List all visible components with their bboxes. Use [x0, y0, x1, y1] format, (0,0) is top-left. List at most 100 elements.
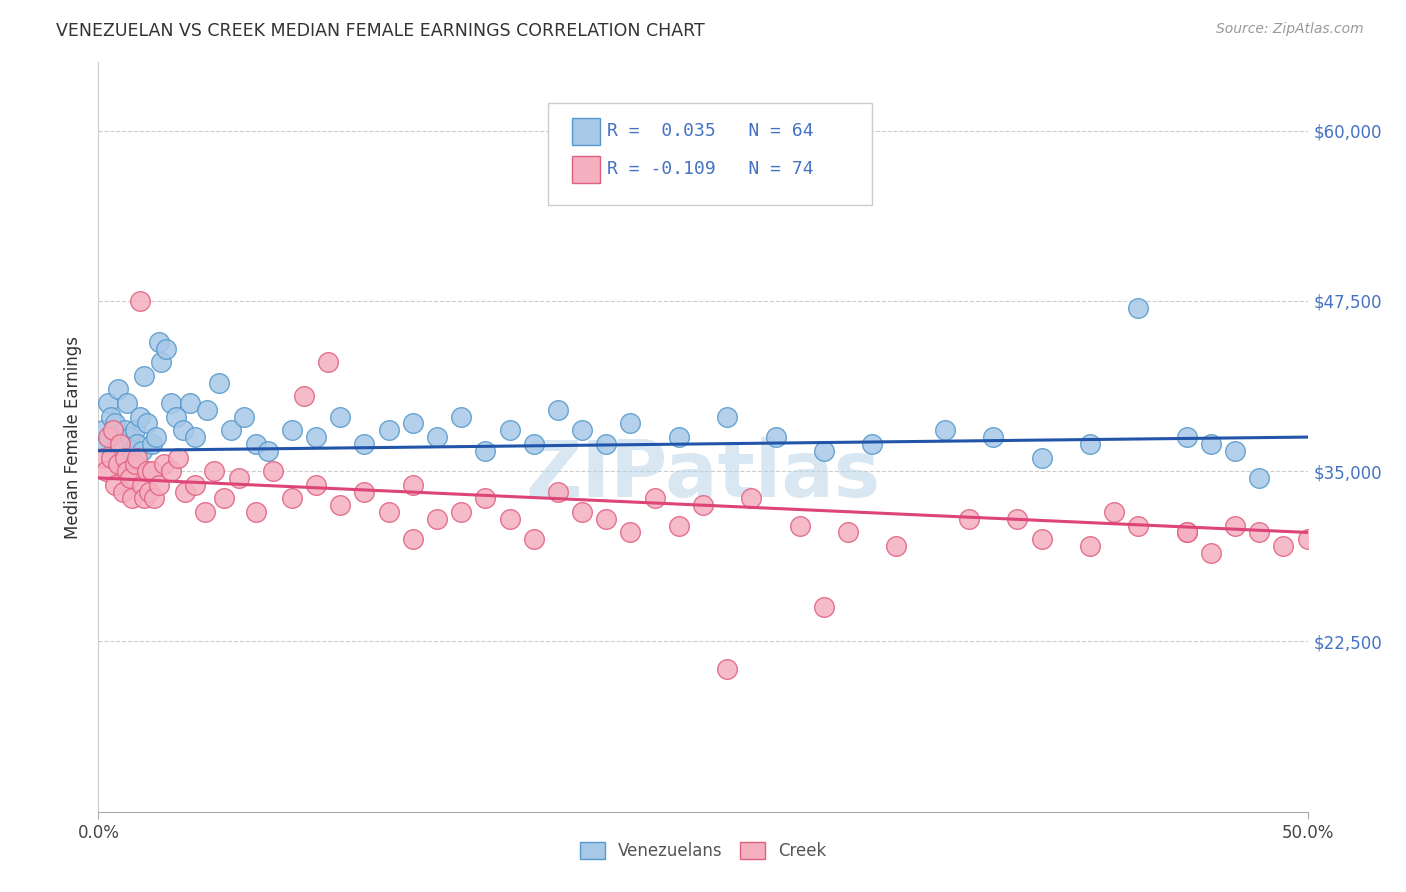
Point	[523, 533, 546, 547]
Point	[114, 423, 136, 437]
Point	[571, 505, 593, 519]
Point	[108, 437, 131, 451]
Point	[1272, 539, 1295, 553]
Point	[292, 389, 315, 403]
Point	[668, 518, 690, 533]
Point	[155, 342, 177, 356]
Point	[402, 417, 425, 431]
Point	[860, 437, 883, 451]
Point	[131, 477, 153, 491]
Point	[1078, 437, 1101, 451]
Point	[498, 512, 520, 526]
Point	[174, 484, 197, 499]
Text: R =  0.035   N = 64: R = 0.035 N = 64	[607, 122, 814, 140]
Point	[104, 477, 127, 491]
Point	[644, 491, 666, 506]
Point	[134, 368, 156, 383]
Point	[619, 525, 641, 540]
Point	[474, 443, 496, 458]
Point	[135, 464, 157, 478]
Point	[329, 409, 352, 424]
Point	[107, 383, 129, 397]
Point	[117, 396, 139, 410]
Point	[1296, 533, 1319, 547]
Point	[450, 409, 472, 424]
Point	[402, 533, 425, 547]
Point	[281, 423, 304, 437]
Point	[934, 423, 956, 437]
Point	[91, 450, 114, 465]
Point	[377, 423, 399, 437]
Point	[1175, 525, 1198, 540]
Point	[523, 437, 546, 451]
Point	[128, 293, 150, 308]
Point	[100, 450, 122, 465]
Point	[1128, 518, 1150, 533]
Point	[474, 491, 496, 506]
Point	[547, 402, 569, 417]
Point	[1223, 518, 1246, 533]
Point	[245, 437, 267, 451]
Point	[619, 417, 641, 431]
Point	[134, 491, 156, 506]
Point	[1249, 525, 1271, 540]
Point	[547, 484, 569, 499]
Point	[813, 443, 835, 458]
Legend: Venezuelans, Creek: Venezuelans, Creek	[574, 836, 832, 867]
Point	[121, 443, 143, 458]
Point	[167, 450, 190, 465]
Point	[143, 491, 166, 506]
Point	[152, 458, 174, 472]
Point	[118, 471, 141, 485]
Point	[1078, 539, 1101, 553]
Point	[97, 396, 120, 410]
Point	[160, 396, 183, 410]
Point	[145, 430, 167, 444]
Point	[837, 525, 859, 540]
Point	[111, 450, 134, 465]
Point	[1007, 512, 1029, 526]
Point	[668, 430, 690, 444]
Point	[1102, 505, 1125, 519]
Point	[262, 464, 284, 478]
Point	[353, 484, 375, 499]
Point	[377, 505, 399, 519]
Point	[195, 402, 218, 417]
Point	[208, 376, 231, 390]
Point	[1199, 546, 1222, 560]
Point	[450, 505, 472, 519]
Point	[165, 409, 187, 424]
Y-axis label: Median Female Earnings: Median Female Earnings	[65, 335, 83, 539]
Point	[179, 396, 201, 410]
Point	[716, 662, 738, 676]
Point	[194, 505, 217, 519]
Point	[498, 423, 520, 437]
Point	[221, 423, 243, 437]
Point	[148, 477, 170, 491]
Point	[426, 430, 449, 444]
Point	[1223, 443, 1246, 458]
Text: Source: ZipAtlas.com: Source: ZipAtlas.com	[1216, 22, 1364, 37]
Point	[957, 512, 980, 526]
Point	[232, 409, 254, 424]
Point	[1175, 430, 1198, 444]
Point	[692, 498, 714, 512]
Point	[204, 464, 226, 478]
Point	[595, 512, 617, 526]
Point	[1031, 533, 1053, 547]
Point	[107, 458, 129, 472]
Point	[184, 477, 207, 491]
Point	[111, 484, 134, 499]
Point	[118, 430, 141, 444]
Point	[353, 437, 375, 451]
Point	[184, 430, 207, 444]
Point	[740, 491, 762, 506]
Point	[94, 464, 117, 478]
Point	[104, 417, 127, 431]
Point	[172, 423, 194, 437]
Point	[316, 355, 339, 369]
Point	[426, 512, 449, 526]
Point	[245, 505, 267, 519]
Point	[789, 518, 811, 533]
Point	[101, 423, 124, 437]
